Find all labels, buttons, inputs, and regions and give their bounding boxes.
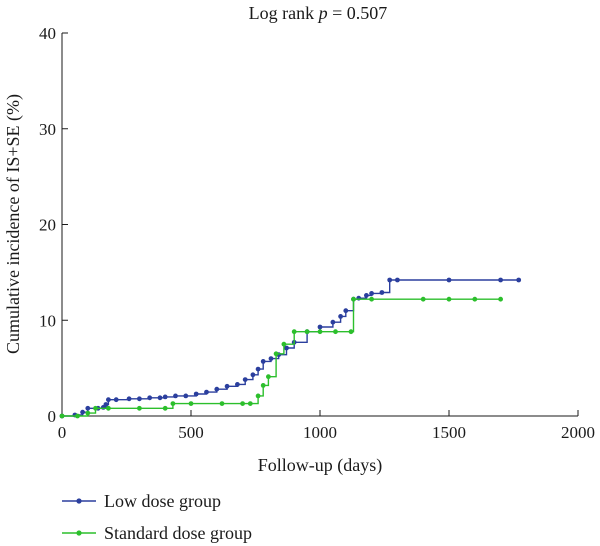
data-point	[317, 329, 323, 335]
data-point	[219, 401, 225, 406]
data-point	[281, 341, 287, 347]
data-point	[250, 372, 256, 378]
legend-label-standard-dose: Standard dose group	[104, 523, 252, 543]
y-tick-label: 0	[48, 407, 57, 426]
data-point	[379, 290, 385, 295]
legend-marker-standard-dose	[76, 530, 82, 536]
x-ticks: 0 500 1000 1500 2000	[58, 410, 595, 442]
x-tick-label: 0	[58, 423, 67, 442]
data-point	[170, 401, 176, 406]
legend-label-low-dose: Low dose group	[104, 491, 221, 511]
data-point	[351, 296, 356, 302]
data-point	[147, 395, 153, 401]
legend-marker-low-dose	[76, 498, 82, 504]
data-point	[204, 389, 209, 395]
legend-item-low-dose: Low dose group	[62, 491, 221, 511]
y-tick-label: 10	[39, 311, 56, 330]
data-point	[106, 405, 111, 411]
data-point	[224, 383, 230, 389]
y-tick-label: 40	[39, 24, 56, 43]
title-prefix: Log rank	[249, 3, 319, 23]
legend-item-standard-dose: Standard dose group	[62, 523, 252, 543]
data-point	[369, 291, 374, 296]
x-axis-title: Follow-up (days)	[258, 455, 383, 476]
data-point	[273, 351, 279, 357]
data-point	[446, 277, 452, 283]
data-point	[260, 359, 266, 364]
x-tick-label: 2000	[561, 423, 595, 442]
data-point	[75, 413, 80, 419]
legend: Low dose group Standard dose group	[62, 491, 252, 543]
y-ticks: 0 10 20 30 40	[39, 24, 68, 426]
chart-title: Log rank p = 0.507	[249, 3, 388, 23]
data-point	[284, 345, 289, 351]
data-point	[188, 401, 194, 406]
data-point	[157, 395, 163, 401]
data-point	[255, 366, 261, 372]
data-point	[317, 324, 323, 330]
data-point	[516, 277, 522, 283]
data-point	[235, 382, 240, 387]
data-point	[85, 410, 91, 416]
series-layer	[59, 277, 522, 419]
x-tick-label: 1000	[303, 423, 337, 442]
data-point	[137, 396, 142, 402]
title-suffix: = 0.507	[328, 3, 388, 23]
data-point	[369, 296, 374, 302]
data-point	[446, 296, 452, 302]
data-point	[242, 377, 248, 382]
data-point	[266, 374, 271, 380]
data-point	[255, 393, 261, 399]
data-point	[268, 356, 274, 361]
y-tick-label: 20	[39, 216, 56, 235]
data-point	[472, 296, 478, 302]
data-point	[343, 308, 349, 314]
data-point	[137, 405, 142, 411]
data-point	[247, 401, 253, 406]
data-point	[193, 391, 199, 397]
data-point	[387, 277, 393, 283]
data-point	[162, 405, 168, 411]
data-point	[260, 383, 266, 388]
data-point	[498, 277, 503, 283]
data-point	[420, 296, 426, 302]
series-standard-dose	[59, 296, 503, 419]
data-point	[304, 329, 310, 335]
data-point	[106, 397, 111, 403]
data-point	[173, 393, 178, 399]
y-tick-label: 30	[39, 120, 56, 139]
data-point	[333, 329, 338, 335]
data-point	[126, 396, 132, 402]
data-point	[338, 314, 343, 319]
data-point	[162, 394, 168, 400]
x-tick-label: 1500	[432, 423, 466, 442]
data-point	[214, 386, 220, 392]
data-point	[291, 329, 297, 335]
data-point	[364, 293, 369, 298]
y-axis-title: Cumulative incidence of IS+SE (%)	[3, 94, 24, 354]
data-point	[80, 409, 85, 415]
data-point	[348, 329, 354, 335]
data-point	[330, 319, 336, 325]
x-tick-label: 500	[178, 423, 204, 442]
title-p: p	[317, 3, 328, 23]
data-point	[498, 296, 503, 302]
data-point	[183, 393, 189, 399]
data-point	[103, 402, 109, 407]
data-point	[59, 413, 65, 419]
data-point	[395, 277, 400, 283]
data-point	[113, 397, 119, 403]
data-point	[85, 405, 91, 411]
data-point	[93, 405, 98, 411]
data-point	[240, 401, 246, 406]
